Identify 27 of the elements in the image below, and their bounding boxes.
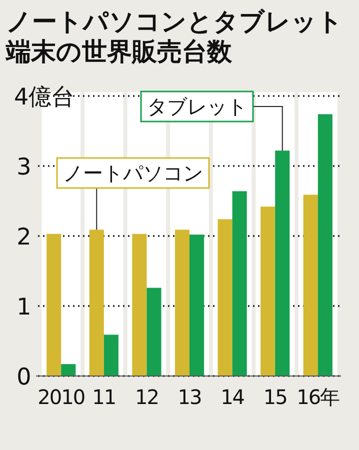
x-tick-label: 16年 [296, 385, 340, 409]
x-tick-label: 13 [178, 385, 202, 409]
bar [190, 234, 204, 376]
y-tick-label: 1 [16, 294, 32, 320]
bar [61, 364, 76, 376]
y-tick-label: 3 [16, 154, 32, 180]
bar [132, 234, 147, 376]
bar [104, 334, 118, 376]
bar [89, 230, 104, 376]
bar [232, 191, 247, 376]
y-tick-label: 0 [16, 364, 32, 390]
x-tick-label: 2010 [38, 385, 85, 409]
bar [260, 206, 276, 376]
bar [303, 194, 318, 376]
x-tick-label: 14 [220, 385, 244, 409]
y-tick-label: 2 [16, 224, 32, 250]
bar [218, 219, 232, 376]
x-tick-label: 12 [134, 385, 158, 409]
series-label: ノートパソコン [63, 161, 203, 186]
x-tick-label: 15 [263, 385, 287, 409]
x-tick-label: 11 [92, 385, 116, 409]
chart-title: ノートパソコンとタブレット端末の世界販売台数 [5, 7, 343, 66]
text: タブレット [147, 94, 247, 119]
y-tick-label: 4億台 [14, 84, 75, 110]
bar [146, 288, 162, 376]
bar [174, 230, 190, 376]
bar [46, 234, 62, 376]
